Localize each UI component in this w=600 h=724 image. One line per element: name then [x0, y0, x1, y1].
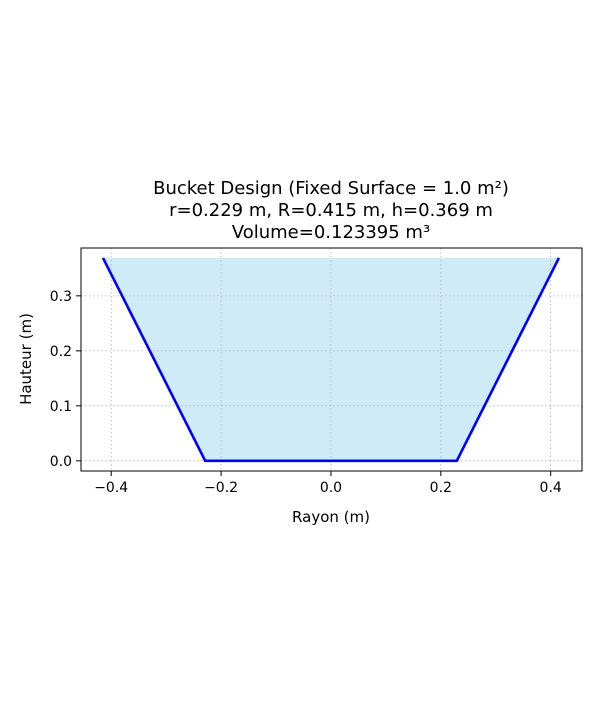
x-tick-label: −0.4: [94, 480, 128, 496]
title-line-2: r=0.229 m, R=0.415 m, h=0.369 m: [169, 200, 493, 221]
x-tick-label: 0.4: [540, 480, 562, 496]
x-tick-label: 0.2: [430, 480, 452, 496]
y-tick-label: 0.0: [50, 454, 72, 470]
chart-title: Bucket Design (Fixed Surface = 1.0 m²) r…: [153, 178, 509, 243]
y-tick-label: 0.2: [50, 344, 72, 360]
title-line-1: Bucket Design (Fixed Surface = 1.0 m²): [153, 178, 509, 199]
y-axis-label: Hauteur (m): [17, 313, 35, 405]
x-tick-label: −0.2: [204, 480, 238, 496]
y-tick-label: 0.1: [50, 399, 72, 415]
plot-area: −0.4 −0.2 0.0 0.2 0.4 0.0 0.1 0.2 0.3: [50, 247, 583, 496]
title-line-3: Volume=0.123395 m³: [232, 222, 430, 243]
x-tick-label: 0.0: [320, 480, 342, 496]
x-axis-label: Rayon (m): [292, 508, 370, 526]
bucket-profile-line: [101, 257, 561, 463]
y-tick-label: 0.3: [50, 289, 72, 305]
axes-frame: [80, 247, 583, 472]
bucket-fill-area: [103, 257, 559, 461]
